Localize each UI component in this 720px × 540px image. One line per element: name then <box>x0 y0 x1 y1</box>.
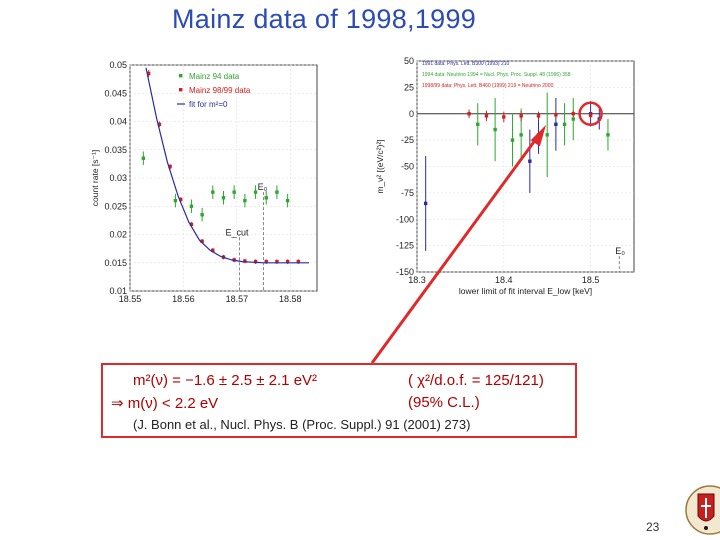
data-point <box>467 112 471 116</box>
x-tick-label: 18.55 <box>119 294 142 304</box>
university-seal-icon <box>685 485 720 535</box>
y-tick-label: 0.02 <box>109 230 127 240</box>
annotation-label: E_cut <box>226 227 250 237</box>
data-point <box>519 133 523 137</box>
legend-swatch <box>179 74 183 78</box>
data-point <box>502 115 506 119</box>
data-point <box>232 190 236 194</box>
data-point <box>554 122 558 126</box>
x-tick-label: 18.3 <box>408 275 426 285</box>
highlight-circle <box>578 101 603 126</box>
y-tick-label: -75 <box>401 188 414 198</box>
data-point <box>554 113 558 117</box>
data-point <box>189 204 194 208</box>
legend-entry: 1998/99 data: Phys. Lett. B460 (1999) 21… <box>422 83 554 89</box>
x-axis-label: lower limit of fit interval E_low [keV] <box>459 286 592 296</box>
data-point <box>519 114 523 118</box>
x-tick-label: 18.56 <box>172 294 195 304</box>
data-point <box>606 133 610 137</box>
data-point <box>200 239 204 243</box>
data-point <box>141 156 146 160</box>
data-point <box>536 114 541 118</box>
data-point <box>211 190 215 194</box>
data-point <box>243 259 247 263</box>
legend-swatch <box>179 88 183 92</box>
data-point <box>528 159 532 163</box>
data-point <box>536 133 541 137</box>
result-box: m²(ν) = −1.6 ± 2.5 ± 2.1 eV² ( χ²/d.o.f.… <box>101 363 577 438</box>
data-point <box>264 196 268 200</box>
data-point <box>173 198 178 203</box>
annotation-label: E₀ <box>258 182 268 192</box>
data-point <box>510 138 515 142</box>
y-tick-label: 0.04 <box>109 117 127 127</box>
data-point <box>285 259 290 264</box>
data-point <box>211 248 215 253</box>
data-point <box>285 198 290 203</box>
y-tick-label: -50 <box>401 162 414 172</box>
y-tick-label: -25 <box>401 135 414 145</box>
mass-limit: ⇒ m(ν) < 2.2 eV <box>111 395 219 412</box>
data-point <box>484 114 489 118</box>
x-tick-label: 18.4 <box>495 275 513 285</box>
x-tick-label: 18.58 <box>279 294 302 304</box>
data-point <box>179 197 183 202</box>
chi-squared-result: ( χ²/d.o.f. = 125/121) <box>408 372 544 389</box>
data-point <box>562 122 567 126</box>
page-title: Mainz data of 1998,1999 <box>172 4 477 34</box>
data-point <box>275 190 279 194</box>
data-point <box>571 112 575 116</box>
y-tick-label: 0.01 <box>109 286 127 296</box>
data-point <box>545 133 549 137</box>
data-point <box>571 117 575 121</box>
y-tick-label: -125 <box>396 241 414 251</box>
data-point <box>423 201 428 206</box>
data-point <box>253 259 258 264</box>
y-tick-label: 0.035 <box>104 145 127 155</box>
data-point <box>493 127 497 132</box>
data-point <box>476 122 480 126</box>
data-point <box>147 71 151 76</box>
data-point <box>588 113 593 118</box>
y-tick-label: 0 <box>409 109 414 119</box>
data-point <box>157 122 162 127</box>
data-point <box>189 222 194 227</box>
data-point <box>200 213 204 217</box>
data-point <box>221 196 226 200</box>
legend-entry: 1994 data: Neutrino 1994 = Nucl. Phys. P… <box>422 72 571 78</box>
citation: (J. Bonn et al., Nucl. Phys. B (Proc. Su… <box>133 417 471 432</box>
x-tick-label: 18.57 <box>226 294 249 304</box>
data-point <box>275 259 279 264</box>
y-tick-label: 25 <box>404 82 414 92</box>
x-tick-label: 18.5 <box>582 275 600 285</box>
data-point <box>243 198 247 203</box>
legend-entry: Mainz 98/99 data <box>189 86 251 95</box>
page-number: 23 <box>646 520 660 534</box>
y-tick-label: 0.015 <box>104 258 127 268</box>
y-tick-label: 50 <box>404 56 414 66</box>
data-point <box>296 259 300 264</box>
data-point <box>264 259 268 264</box>
legend-entry: 1991 data: Phys. Lett. B300 (1993) 210 <box>422 61 510 67</box>
y-tick-label: 0.05 <box>109 60 127 70</box>
mass-squared-result: m²(ν) = −1.6 ± 2.5 ± 2.1 eV² <box>133 372 318 389</box>
legend-entry: fit for m²=0 <box>189 100 228 109</box>
annotation-label: E₀ <box>615 246 625 256</box>
y-tick-label: 0.025 <box>104 201 127 211</box>
data-point <box>168 165 172 169</box>
fit-curve <box>145 67 309 264</box>
y-axis-label: m_ν² [(eV/c²)²] <box>375 139 385 193</box>
legend-entry: Mainz 94 data <box>189 72 240 81</box>
confidence-level: (95% C.L.) <box>408 394 480 411</box>
data-point <box>253 190 258 194</box>
y-tick-label: 0.045 <box>104 88 127 98</box>
chart-mainz-count-rate: 0.01 0.015 0.02 0.025 0.03 0.035 0.04 0.045 0.05… <box>90 60 318 304</box>
y-axis-label: count rate [s⁻¹] <box>90 150 100 206</box>
y-tick-label: -100 <box>396 214 414 224</box>
y-tick-label: 0.03 <box>109 173 127 183</box>
